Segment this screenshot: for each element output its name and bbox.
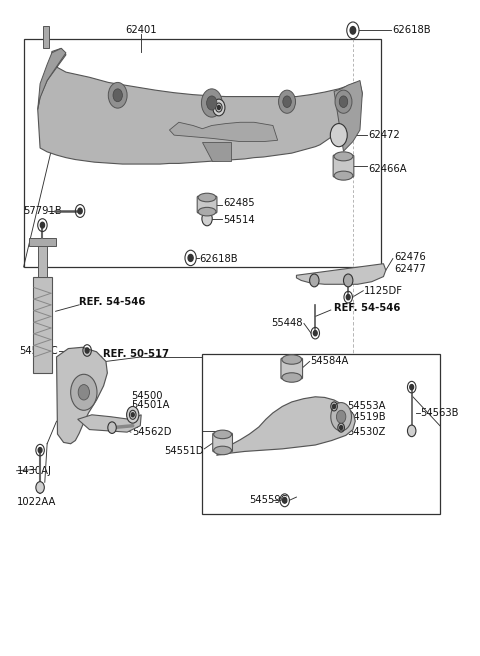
Circle shape (78, 384, 89, 400)
Ellipse shape (214, 430, 231, 439)
Circle shape (335, 90, 352, 113)
Text: 1022AA: 1022AA (16, 497, 56, 506)
Circle shape (350, 27, 356, 34)
Bar (24, 39, 381, 267)
Text: 1430AJ: 1430AJ (16, 466, 51, 476)
Circle shape (188, 255, 193, 261)
Circle shape (71, 375, 97, 410)
Text: 54559C: 54559C (250, 495, 288, 505)
Circle shape (336, 410, 346, 423)
Circle shape (278, 90, 296, 113)
Polygon shape (33, 277, 52, 373)
Text: 62485: 62485 (223, 198, 255, 209)
Circle shape (202, 89, 222, 117)
Text: 62401: 62401 (125, 26, 157, 35)
Text: 54514: 54514 (223, 215, 255, 225)
Polygon shape (169, 122, 277, 142)
Circle shape (310, 274, 319, 287)
Circle shape (408, 425, 416, 437)
Circle shape (206, 96, 217, 110)
Polygon shape (38, 49, 362, 164)
Circle shape (313, 331, 317, 336)
Text: 62476: 62476 (394, 253, 426, 262)
Polygon shape (29, 238, 56, 246)
Polygon shape (78, 415, 141, 432)
Circle shape (78, 208, 82, 214)
Text: 62471: 62471 (241, 102, 273, 112)
Ellipse shape (282, 373, 301, 382)
Text: 54563B: 54563B (420, 408, 459, 418)
Circle shape (410, 384, 414, 390)
Circle shape (38, 447, 42, 453)
Ellipse shape (282, 355, 301, 364)
Text: 62466A: 62466A (369, 163, 407, 174)
Text: REF. 50-517: REF. 50-517 (103, 349, 168, 359)
Ellipse shape (198, 207, 216, 216)
Text: 54551D: 54551D (164, 447, 204, 457)
Text: 54559C: 54559C (19, 346, 58, 356)
Circle shape (213, 99, 225, 116)
FancyBboxPatch shape (213, 433, 232, 452)
Polygon shape (43, 26, 49, 49)
Circle shape (283, 497, 287, 503)
Ellipse shape (334, 152, 353, 161)
Polygon shape (216, 397, 355, 455)
Text: 54501A: 54501A (131, 400, 169, 410)
Polygon shape (297, 264, 386, 284)
Circle shape (36, 482, 44, 493)
Circle shape (127, 407, 139, 423)
Text: REF. 54-546: REF. 54-546 (79, 297, 145, 307)
Bar (203, 354, 440, 514)
Circle shape (202, 212, 212, 226)
Circle shape (108, 83, 127, 108)
Polygon shape (38, 49, 66, 110)
Circle shape (340, 426, 343, 430)
Text: 62618B: 62618B (200, 255, 238, 264)
Text: 54519B: 54519B (347, 412, 386, 422)
Ellipse shape (214, 446, 231, 455)
Circle shape (333, 404, 336, 409)
FancyBboxPatch shape (281, 358, 302, 379)
Circle shape (339, 96, 348, 108)
Circle shape (113, 89, 122, 102)
Circle shape (40, 222, 45, 228)
Circle shape (346, 295, 350, 300)
Circle shape (283, 96, 291, 108)
Ellipse shape (198, 194, 216, 202)
Text: 54500: 54500 (131, 390, 162, 401)
Text: 54562D: 54562D (132, 427, 171, 437)
Circle shape (85, 348, 89, 353)
Circle shape (217, 106, 220, 110)
FancyBboxPatch shape (197, 196, 217, 213)
Text: 57791B: 57791B (24, 206, 62, 216)
Polygon shape (203, 142, 230, 161)
Text: 55448: 55448 (272, 318, 303, 328)
Text: 1125DF: 1125DF (364, 286, 403, 296)
Text: 54530Z: 54530Z (347, 427, 385, 437)
Text: REF. 54-546: REF. 54-546 (334, 303, 400, 313)
Polygon shape (38, 238, 47, 277)
Circle shape (131, 413, 134, 417)
Circle shape (330, 123, 347, 147)
Circle shape (108, 422, 116, 434)
Text: 62477: 62477 (394, 264, 426, 274)
Ellipse shape (334, 171, 353, 180)
Text: 62618B: 62618B (392, 26, 431, 35)
Text: 54584A: 54584A (311, 356, 349, 367)
Circle shape (344, 274, 353, 287)
Polygon shape (334, 81, 362, 152)
Circle shape (331, 403, 351, 431)
FancyBboxPatch shape (333, 155, 354, 177)
Text: 62472: 62472 (369, 130, 400, 140)
Text: 54553A: 54553A (347, 401, 386, 411)
Polygon shape (57, 347, 108, 443)
